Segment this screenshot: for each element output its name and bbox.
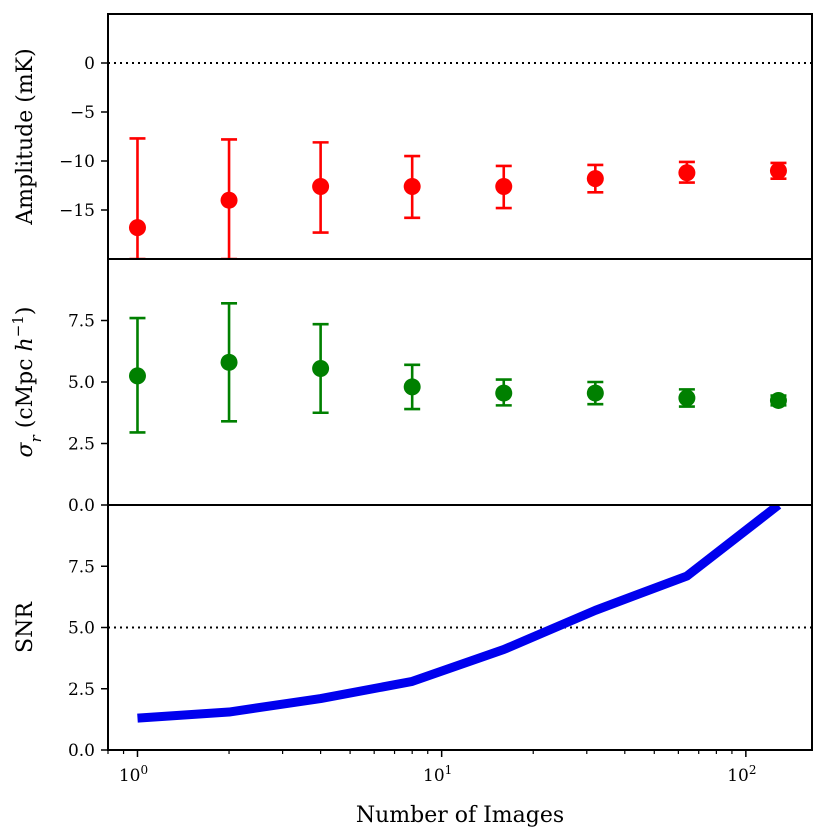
data-point [403, 177, 421, 195]
data-point [312, 177, 330, 195]
x-tick-label: 100 [119, 763, 148, 786]
x-tick-label: 102 [727, 763, 756, 786]
data-point [403, 378, 421, 396]
data-point [220, 191, 238, 209]
y-tick-label: 7.5 [68, 557, 95, 577]
x-tick-label: 101 [423, 763, 452, 786]
snr-panel: 7.5 5.0 2.5 0.0 SNR 100 101 102 Number of Images [13, 504, 813, 828]
plot-area [128, 301, 787, 434]
y-tick-label: 0 [84, 54, 95, 74]
plot-area [108, 62, 812, 259]
plot-area [108, 505, 812, 723]
y-tick-label: 2.5 [68, 680, 95, 700]
y-tick-label: 5.0 [68, 619, 95, 639]
data-point [312, 359, 330, 377]
y-tick-label: −10 [59, 152, 95, 172]
y-axis-label: σr (cMpc h−1) [9, 307, 45, 458]
data-point [220, 353, 238, 371]
data-point [678, 389, 696, 407]
data-point [678, 164, 696, 182]
y-axis-label: Amplitude (mK) [13, 48, 38, 225]
y-tick-label: −5 [70, 103, 95, 123]
y-tick-label: −15 [59, 201, 95, 221]
x-axis-label: Number of Images [356, 803, 564, 828]
data-point [586, 170, 604, 188]
data-point [495, 177, 513, 195]
data-point [128, 367, 146, 385]
y-tick-label: 7.5 [68, 312, 95, 332]
data-point [128, 219, 146, 237]
snr-line [137, 505, 782, 723]
y-tick-label: 5.0 [68, 373, 95, 393]
y-tick-label: 0.0 [68, 741, 95, 761]
y-tick-label: 0.0 [68, 496, 95, 516]
data-point [769, 391, 787, 409]
y-axis-label: SNR [13, 601, 38, 653]
data-point [769, 162, 787, 180]
data-point [586, 384, 604, 402]
y-tick-label: 2.5 [68, 435, 95, 455]
data-point [495, 384, 513, 402]
